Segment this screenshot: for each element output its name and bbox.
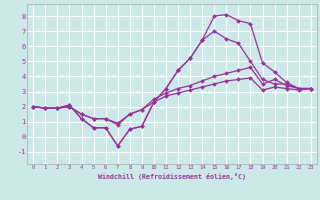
- X-axis label: Windchill (Refroidissement éolien,°C): Windchill (Refroidissement éolien,°C): [98, 173, 246, 180]
